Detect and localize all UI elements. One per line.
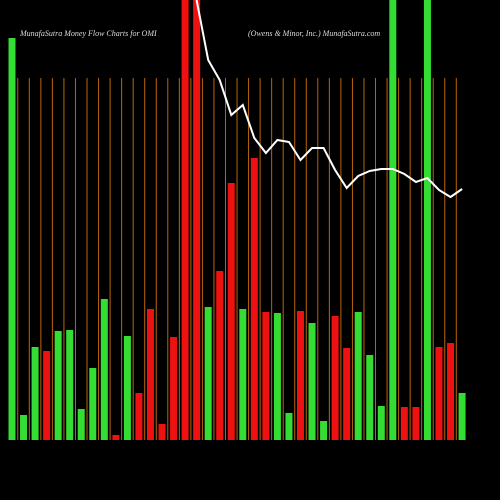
chart-subtitle: (Owens & Minor, Inc.) MunafaSutra.com (248, 29, 380, 38)
bar (158, 424, 166, 440)
bar (54, 331, 62, 440)
chart-title: MunafaSutra Money Flow Charts for OMI (19, 29, 157, 38)
bar (250, 158, 258, 440)
bar (262, 312, 270, 440)
bar (400, 407, 408, 440)
bar (389, 0, 397, 440)
bar (77, 409, 85, 440)
bar (308, 323, 316, 440)
bar (239, 309, 247, 440)
bar (227, 183, 235, 440)
bar (170, 337, 178, 440)
grid (17, 78, 457, 440)
bars (8, 0, 466, 440)
bar (343, 348, 351, 440)
bar (20, 415, 28, 440)
bar (412, 407, 420, 440)
bar (435, 347, 443, 440)
bar (112, 435, 120, 440)
bar (8, 38, 16, 440)
bar (43, 351, 51, 440)
bar (66, 330, 74, 440)
bar (458, 393, 466, 440)
bar (123, 336, 131, 440)
bar (447, 343, 455, 440)
money-flow-line (195, 0, 463, 199)
bar (204, 307, 212, 440)
bar (366, 355, 374, 440)
bar (423, 0, 431, 440)
bar (100, 299, 108, 440)
bar (285, 413, 293, 440)
bar (320, 421, 328, 440)
bar (354, 312, 362, 440)
bar (297, 311, 304, 440)
bar (146, 309, 154, 440)
bar (31, 347, 39, 440)
bar (377, 406, 385, 440)
bar (331, 316, 339, 440)
bar (216, 271, 224, 440)
bar (193, 0, 201, 440)
bar (181, 0, 189, 440)
bar (89, 368, 97, 440)
bar (273, 313, 281, 440)
bar (135, 393, 143, 440)
